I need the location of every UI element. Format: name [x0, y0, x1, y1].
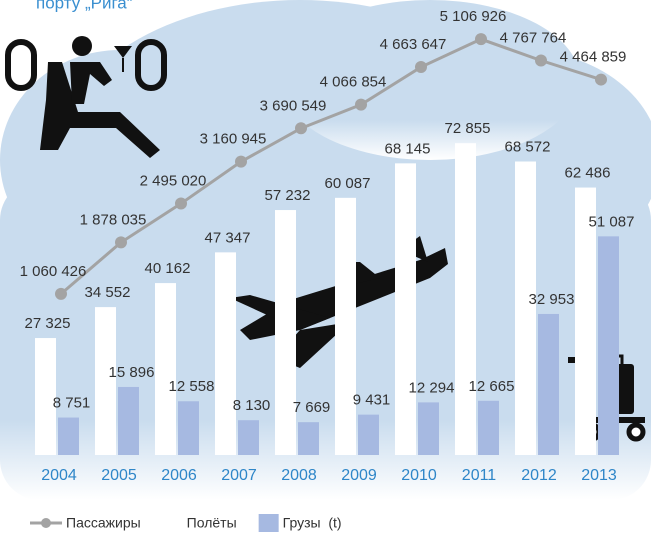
line-point: [535, 54, 547, 67]
legend-swatch: [41, 518, 51, 528]
x-tick-label: 2007: [221, 467, 257, 484]
line-point: [235, 155, 247, 168]
x-tick-label: 2006: [161, 467, 197, 484]
legend-swatch: [258, 514, 279, 532]
value-label: 68 145: [385, 140, 431, 157]
value-label: 68 572: [505, 138, 551, 155]
value-label: 4 767 764: [500, 29, 567, 46]
bar: [418, 402, 439, 455]
value-label: 4 464 859: [560, 49, 627, 66]
bar: [455, 143, 476, 455]
bar: [238, 420, 259, 455]
value-label: 7 669: [293, 399, 331, 416]
x-tick-label: 2009: [341, 467, 377, 484]
value-label: 12 665: [469, 378, 515, 395]
bar: [178, 401, 199, 455]
value-label: 3 690 549: [260, 97, 327, 114]
x-tick-label: 2013: [581, 467, 617, 484]
bar: [478, 400, 499, 455]
value-label: 60 087: [325, 175, 371, 192]
value-label: 8 130: [233, 397, 271, 414]
value-label: 2 495 020: [140, 173, 207, 190]
value-label: 1 060 426: [20, 263, 87, 280]
value-label: 32 953: [529, 291, 575, 308]
value-label: 47 347: [205, 229, 251, 246]
bar: [335, 197, 356, 455]
value-label: 57 232: [265, 187, 311, 204]
value-label: 1 878 035: [80, 211, 147, 228]
bar: [298, 422, 319, 455]
value-label: 4 066 854: [320, 74, 387, 91]
value-label: 72 855: [445, 120, 491, 137]
bar: [58, 417, 79, 455]
line-point: [415, 61, 427, 74]
chart-title: порту „Рига“: [36, 0, 133, 12]
line-point: [175, 197, 187, 210]
bar: [395, 163, 416, 455]
value-label: 40 162: [145, 260, 191, 277]
value-label: 5 106 926: [440, 8, 507, 25]
x-tick-label: 2012: [521, 467, 557, 484]
bar: [35, 338, 56, 455]
bar: [155, 283, 176, 455]
line-point: [595, 73, 607, 86]
bar: [598, 236, 619, 455]
bar: [538, 313, 559, 455]
bar: [358, 414, 379, 455]
bar: [275, 210, 296, 455]
legend-swatch: [162, 514, 183, 532]
line-point: [55, 287, 67, 300]
value-label: 12 558: [169, 378, 215, 395]
bar: [95, 307, 116, 455]
bar: [575, 187, 596, 455]
x-tick-label: 2008: [281, 467, 317, 484]
x-tick-label: 2005: [101, 467, 137, 484]
value-label: 15 896: [109, 364, 155, 381]
line-point: [295, 122, 307, 135]
x-tick-label: 2011: [462, 467, 497, 484]
value-label: 34 552: [85, 284, 131, 301]
value-label: 9 431: [353, 392, 391, 409]
legend-label: Грузы (t): [283, 515, 342, 531]
value-label: 8 751: [53, 395, 91, 412]
x-tick-label: 2010: [401, 467, 437, 484]
bar: [118, 386, 139, 455]
line-point: [115, 236, 127, 249]
value-label: 3 160 945: [200, 131, 267, 148]
passenger-icon: [5, 36, 167, 158]
bar: [215, 252, 236, 455]
value-label: 51 087: [589, 213, 635, 230]
value-label: 12 294: [409, 379, 455, 396]
value-label: 62 486: [565, 165, 611, 182]
bar: [515, 161, 536, 455]
legend-label: Полёты: [187, 515, 237, 531]
line-point: [355, 98, 367, 111]
line-point: [475, 33, 487, 46]
line: [60, 37, 602, 295]
value-label: 27 325: [25, 315, 71, 332]
x-tick-label: 2004: [41, 467, 77, 484]
legend-label: Пассажиры: [66, 515, 141, 531]
value-label: 4 663 647: [380, 36, 447, 53]
